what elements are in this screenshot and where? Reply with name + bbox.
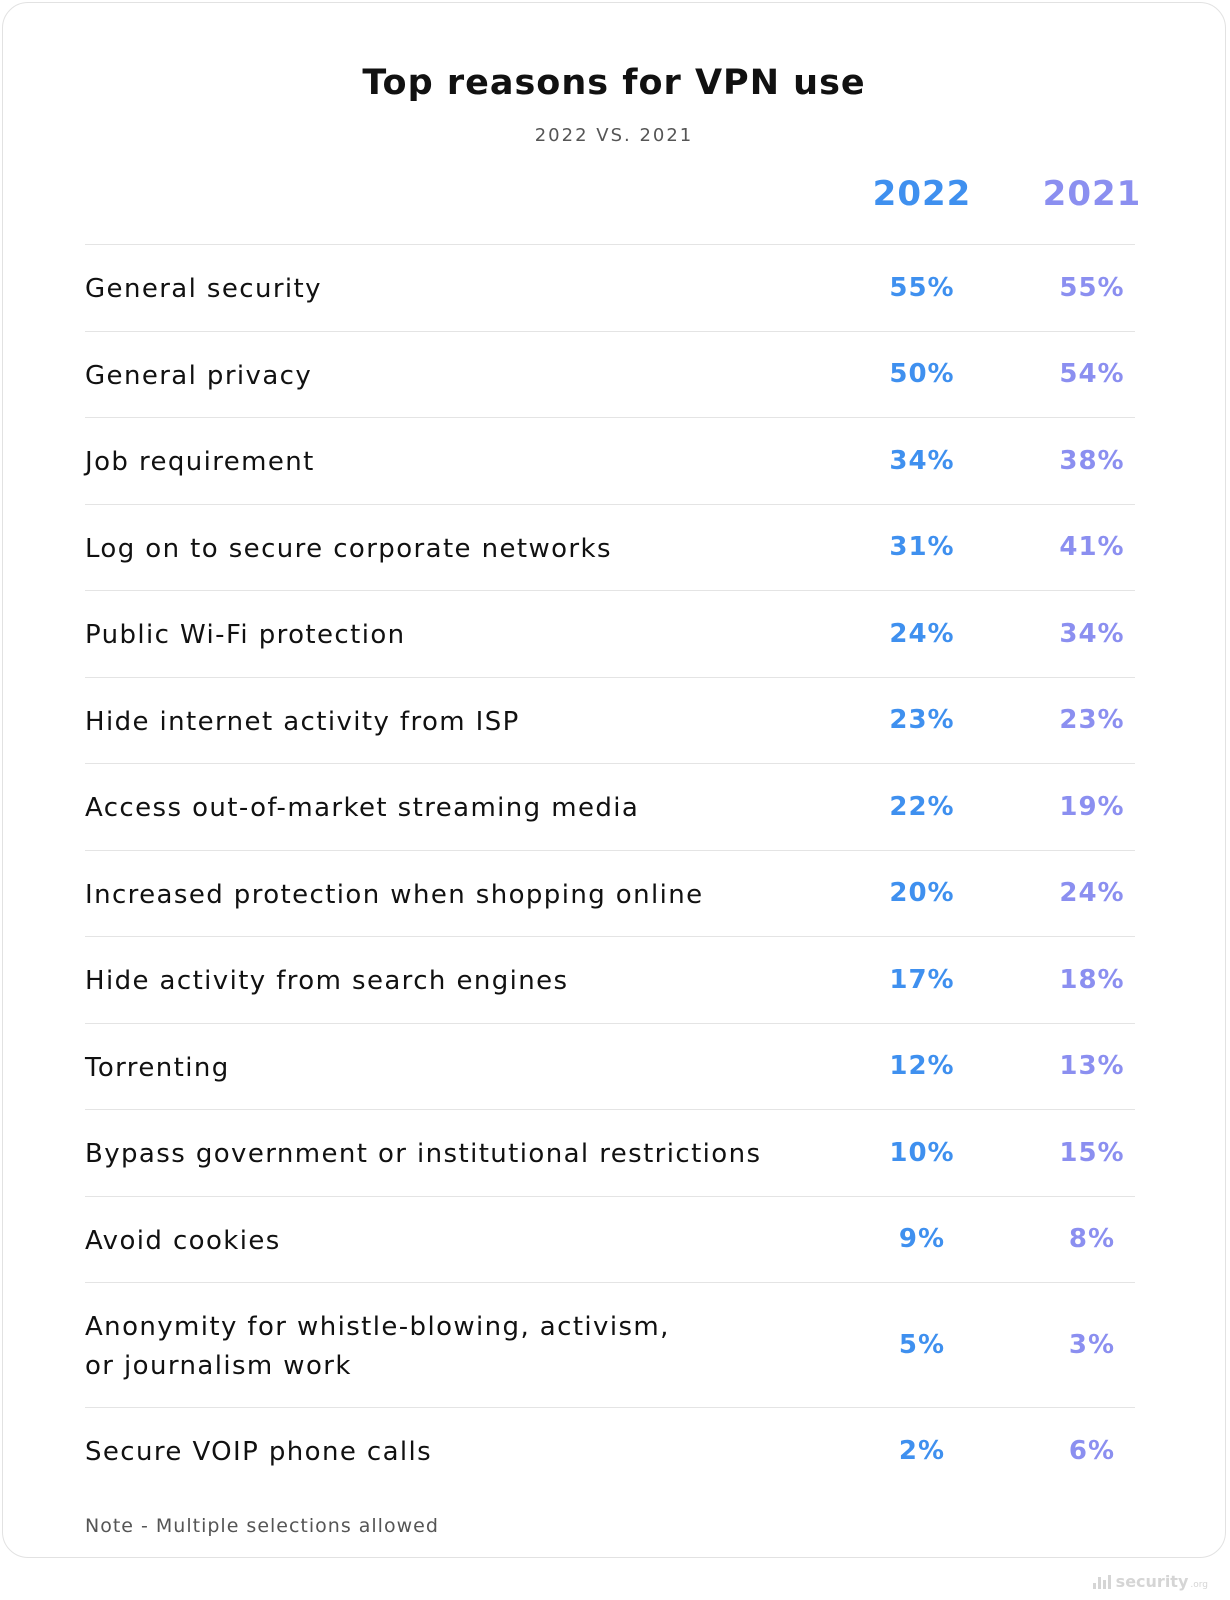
value-2022: 23% (889, 705, 955, 736)
value-2022: 12% (889, 1051, 955, 1082)
column-header-2022: 2022 (872, 174, 972, 214)
value-2021: 55% (1059, 272, 1125, 303)
value-2022: 50% (889, 359, 955, 390)
row-label: Hide internet activity from ISP (85, 706, 520, 737)
table-row: Hide activity from search engines 17% 18% (85, 936, 1135, 1023)
table-row: Job requirement 34% 38% (85, 417, 1135, 504)
value-2021: 3% (1068, 1330, 1116, 1360)
row-label: General security (85, 274, 322, 305)
chart-card: Top reasons for VPN use 2022 VS. 2021 (2, 2, 1226, 1558)
row-label: Hide activity from search engines (85, 966, 569, 997)
table-row: Access out-of-market streaming media 22% 1… (85, 763, 1135, 850)
table-row: Public Wi-Fi protection 24% 34% (85, 590, 1135, 677)
footnote: Note - Multiple selections allowed (85, 1515, 439, 1537)
column-header-2021: 2021 (1042, 174, 1142, 214)
value-2021: 34% (1059, 618, 1125, 649)
value-2021: 24% (1059, 878, 1125, 909)
watermark-text: security (1115, 1572, 1189, 1591)
value-2021: 8% (1068, 1224, 1116, 1255)
row-label: General privacy (85, 360, 313, 391)
value-2022: 31% (889, 532, 955, 563)
table-row: Bypass government or institutional restr… (85, 1109, 1135, 1196)
row-label: Secure VOIP phone calls (85, 1437, 433, 1468)
value-2021: 19% (1059, 791, 1125, 822)
value-2022: 20% (889, 878, 955, 909)
table-row: Secure VOIP phone calls 2% 6% (85, 1407, 1135, 1494)
value-2022: 17% (889, 964, 955, 995)
value-2021: 13% (1059, 1051, 1125, 1082)
table-row: General security 55% 55% (85, 244, 1135, 331)
watermark: security .org (1092, 1572, 1208, 1591)
value-2021: 18% (1059, 964, 1125, 995)
table-row: Log on to secure corporate networks 31% 41… (85, 503, 1135, 591)
chart-title: Top reasons for VPN use (362, 63, 866, 103)
row-label: Public Wi-Fi protection (85, 620, 406, 651)
value-2021: 54% (1059, 359, 1125, 390)
row-label: Log on to secure corporate networks (85, 533, 612, 564)
row-label: Bypass government or institutional restr… (85, 1139, 762, 1170)
row-label: Avoid cookies (85, 1225, 281, 1256)
row-label: Anonymity for whistle-blowing, activism,… (85, 1312, 670, 1381)
security-org-logo-icon (1092, 1574, 1111, 1589)
value-2022: 5% (898, 1330, 946, 1360)
table-row: Avoid cookies 9% 8% (85, 1195, 1135, 1283)
value-2021: 38% (1059, 445, 1125, 476)
row-label: Torrenting (85, 1052, 230, 1083)
reasons-table: General security 55% 55% General privacy 50%… (85, 244, 1135, 1494)
row-label: Job requirement (85, 447, 315, 478)
value-2021: 23% (1059, 705, 1125, 736)
table-row: Hide internet activity from ISP 23% 23% (85, 676, 1135, 764)
value-2022: 22% (889, 791, 955, 822)
table-row: Increased protection when shopping onlin… (85, 849, 1135, 937)
value-2021: 15% (1059, 1137, 1125, 1168)
table-row: Anonymity for whistle-blowing, activism,… (85, 1282, 1135, 1407)
chart-subtitle: 2022 VS. 2021 (534, 125, 694, 146)
value-2022: 10% (889, 1137, 955, 1168)
row-label: Increased protection when shopping onlin… (85, 879, 704, 910)
watermark-tld: .org (1190, 1579, 1208, 1590)
table-row: General privacy 50% 54% (85, 330, 1135, 418)
value-2022: 34% (889, 445, 955, 476)
row-label: Access out-of-market streaming media (85, 793, 640, 824)
value-2022: 55% (889, 272, 955, 303)
value-2021: 41% (1059, 532, 1125, 563)
value-2022: 9% (898, 1224, 946, 1255)
value-2022: 2% (898, 1435, 946, 1466)
value-2021: 6% (1068, 1435, 1116, 1466)
table-row: Torrenting 12% 13% (85, 1022, 1135, 1110)
value-2022: 24% (889, 618, 955, 649)
